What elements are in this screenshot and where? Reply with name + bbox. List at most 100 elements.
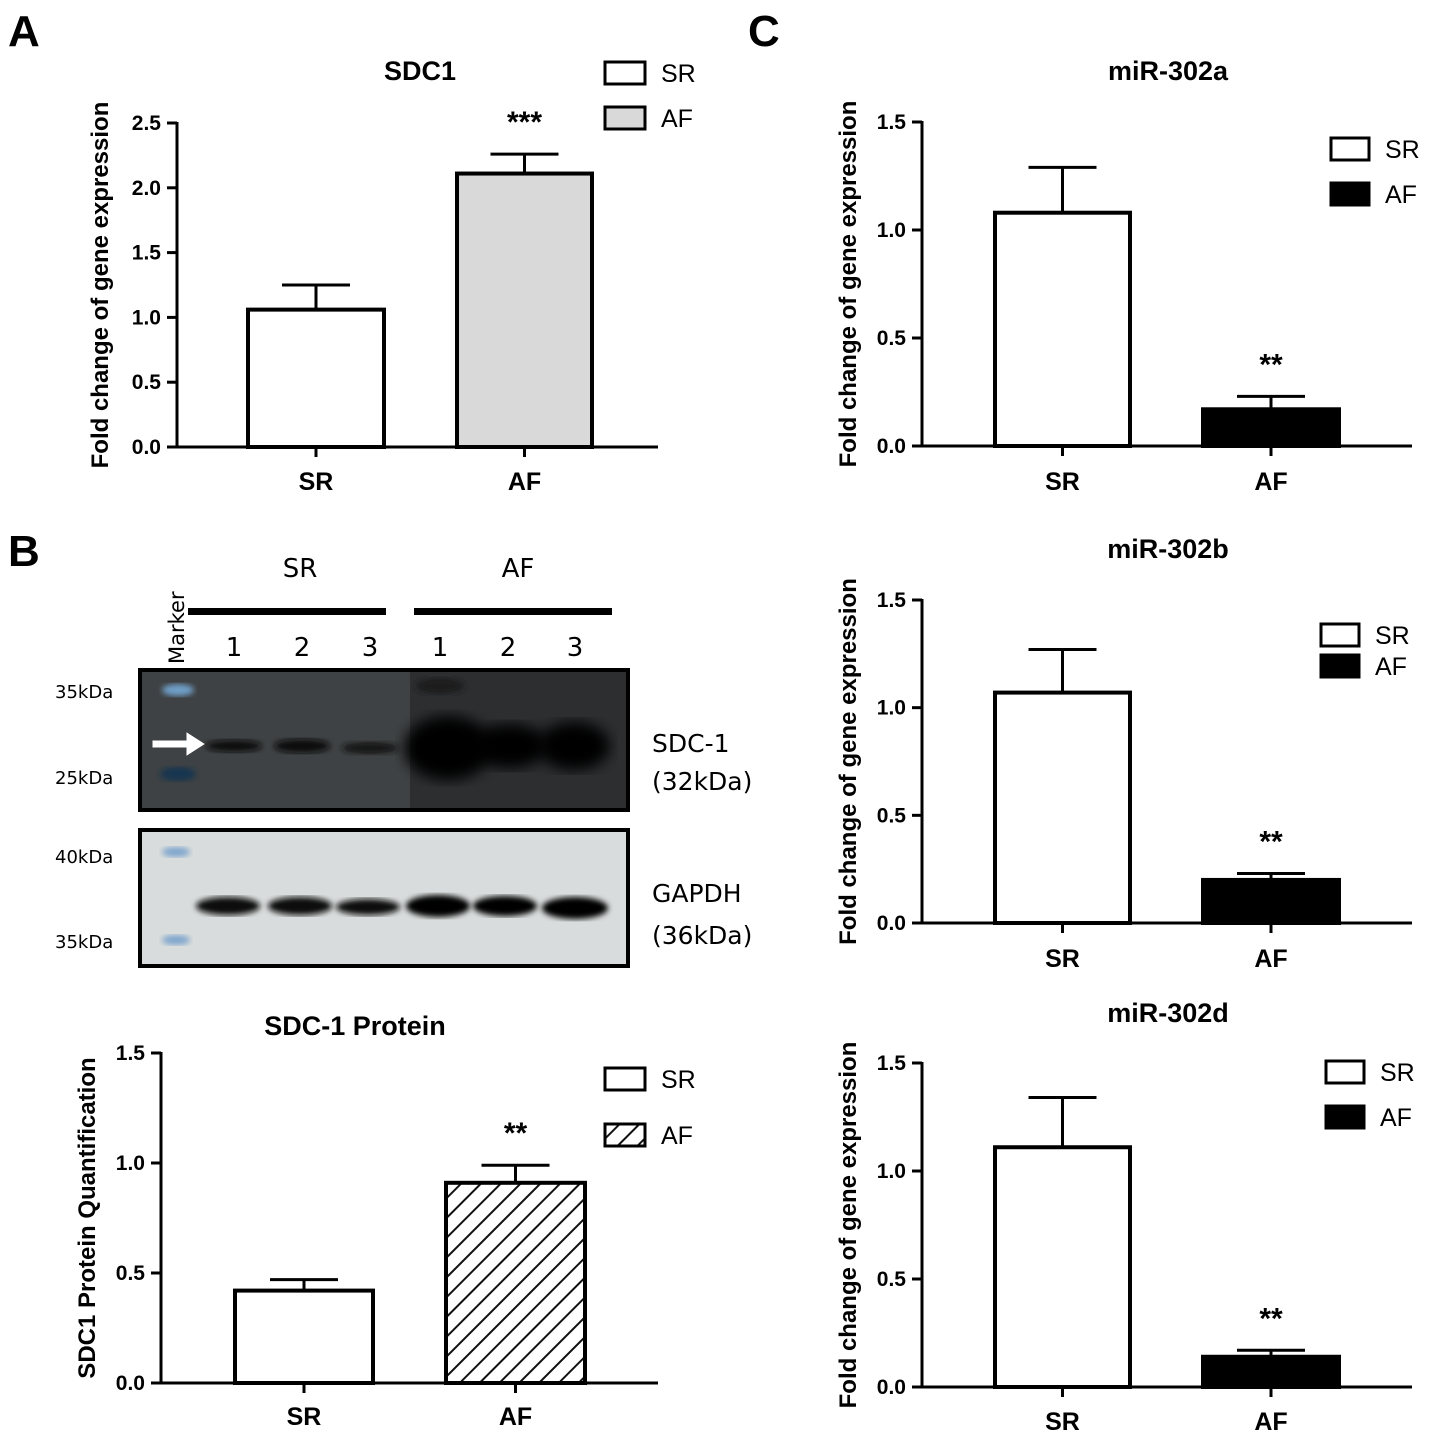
blot-sdc1-marker-bottom: 25kDa xyxy=(55,768,113,789)
bar-af xyxy=(1201,877,1341,926)
legend-label: SR xyxy=(1385,136,1420,164)
y-tick-label: 1.0 xyxy=(877,1160,906,1183)
chart-title: miR-302d xyxy=(1107,998,1229,1028)
y-tick-label: 1.5 xyxy=(877,111,907,134)
x-tick-label: SR xyxy=(1045,945,1080,973)
chart-title: miR-302b xyxy=(1107,534,1229,564)
legend-label: SR xyxy=(661,1066,696,1094)
blot-group-bar-af xyxy=(414,608,612,615)
chart-mir-302a: miR-302a Fold change of gene expression 0.… xyxy=(835,56,1420,496)
x-tick-label: AF xyxy=(1254,468,1287,496)
legend-swatch xyxy=(1329,136,1371,162)
significance-label: ** xyxy=(1259,1302,1283,1335)
blot-gapdh-image xyxy=(138,828,630,968)
y-tick-label: 1.5 xyxy=(132,242,162,265)
western-blot: SR AF Marker 1 2 3 1 2 3 35kDa 25kDa SD xyxy=(55,554,752,968)
legend-label: SR xyxy=(1380,1059,1415,1087)
y-tick-label: 0.5 xyxy=(877,804,907,827)
y-tick-label: 1.0 xyxy=(877,219,906,242)
legend-label: SR xyxy=(1375,622,1410,650)
y-tick-label: 0.0 xyxy=(116,1372,145,1395)
y-tick-label: 0.5 xyxy=(116,1262,146,1285)
blot-sdc1-marker-top: 35kDa xyxy=(55,682,113,703)
panel-letter-c: C xyxy=(748,7,780,56)
legend-label: AF xyxy=(1380,1104,1412,1132)
blot-gapdh-name: GAPDH xyxy=(652,879,742,908)
arrow-icon xyxy=(152,732,205,756)
bar-af xyxy=(444,1180,587,1386)
x-tick-label: AF xyxy=(508,468,541,496)
blot-gapdh-marker-bottom: 35kDa xyxy=(55,932,113,953)
y-tick-label: 0.0 xyxy=(877,912,906,935)
blot-sdc1-name: SDC-1 xyxy=(652,729,730,758)
y-tick-label: 1.5 xyxy=(116,1042,146,1065)
blot-sdc1-size: (32kDa) xyxy=(652,767,752,796)
y-tick-label: 2.5 xyxy=(132,112,162,135)
bar-af xyxy=(1201,1354,1341,1390)
legend-swatch xyxy=(1324,1104,1366,1130)
blot-sdc1-image xyxy=(138,668,630,812)
blot-lane-label: 1 xyxy=(226,633,243,663)
legend-swatch xyxy=(1319,653,1361,679)
bar-sr xyxy=(993,1145,1132,1389)
y-tick-label: 1.5 xyxy=(877,589,907,612)
y-tick-label: 1.0 xyxy=(132,306,161,329)
chart-sdc1-protein: SDC-1 Protein SDC1 Protein Quantification… xyxy=(74,1011,696,1431)
y-tick-label: 0.5 xyxy=(877,327,907,350)
y-axis-label: Fold change of gene expression xyxy=(87,102,114,469)
y-tick-label: 1.0 xyxy=(116,1152,145,1175)
blot-group-bar-sr xyxy=(188,608,386,615)
chart-mir-302d: miR-302d Fold change of gene expression 0.… xyxy=(835,998,1415,1436)
blot-lane-label: 3 xyxy=(567,633,584,663)
x-tick-label: AF xyxy=(499,1403,532,1431)
blot-gapdh-size: (36kDa) xyxy=(652,921,752,950)
x-tick-label: SR xyxy=(287,1403,322,1431)
legend-label: AF xyxy=(661,1122,693,1150)
chart-sdc1-mrna: SDC1 Fold change of gene expression 0.0 0.5… xyxy=(87,56,696,496)
x-tick-label: SR xyxy=(299,468,334,496)
y-tick-label: 0.0 xyxy=(877,435,906,458)
legend-label: SR xyxy=(661,60,696,88)
bar-sr xyxy=(246,307,386,449)
legend-swatch xyxy=(603,60,647,86)
y-tick-label: 1.0 xyxy=(877,697,906,720)
bar-af xyxy=(1201,407,1341,448)
blot-lane-label: 2 xyxy=(294,633,311,663)
blot-lane-label: 1 xyxy=(432,633,449,663)
chart-title: miR-302a xyxy=(1108,56,1229,86)
panel-letter-a: A xyxy=(8,7,40,56)
y-tick-label: 0.5 xyxy=(877,1268,907,1291)
legend-swatch xyxy=(603,1122,647,1148)
y-axis-label: SDC1 Protein Quantification xyxy=(74,1057,101,1378)
blot-marker-label: Marker xyxy=(165,591,189,664)
y-tick-label: 0.0 xyxy=(877,1376,906,1399)
y-tick-label: 2.0 xyxy=(132,177,161,200)
chart-mir-302b: miR-302b Fold change of gene expression 0.… xyxy=(835,534,1412,973)
bar-sr xyxy=(993,690,1132,925)
legend-swatch xyxy=(603,105,647,131)
significance-label: ** xyxy=(1259,348,1283,381)
legend-label: AF xyxy=(661,105,693,133)
bar-sr xyxy=(233,1288,375,1385)
legend-label: AF xyxy=(1385,181,1417,209)
significance-label: ** xyxy=(1259,825,1283,858)
legend-swatch xyxy=(1329,181,1371,207)
legend-swatch xyxy=(1319,622,1361,648)
bar-sr xyxy=(993,210,1132,448)
y-axis-label: Fold change of gene expression xyxy=(835,1042,862,1409)
y-axis-label: Fold change of gene expression xyxy=(835,101,862,468)
x-tick-label: SR xyxy=(1045,468,1080,496)
legend-swatch xyxy=(1324,1059,1366,1085)
blot-lane-label: 3 xyxy=(362,633,379,663)
chart-title: SDC1 xyxy=(384,56,456,86)
legend-label: AF xyxy=(1375,653,1407,681)
y-tick-label: 0.5 xyxy=(132,371,162,394)
bar-af xyxy=(455,171,594,449)
x-tick-label: SR xyxy=(1045,1408,1080,1436)
blot-group-af: AF xyxy=(502,554,535,584)
chart-title: SDC-1 Protein xyxy=(264,1011,446,1041)
y-tick-label: 1.5 xyxy=(877,1052,907,1075)
x-tick-label: AF xyxy=(1254,1408,1287,1436)
significance-label: *** xyxy=(507,106,542,139)
